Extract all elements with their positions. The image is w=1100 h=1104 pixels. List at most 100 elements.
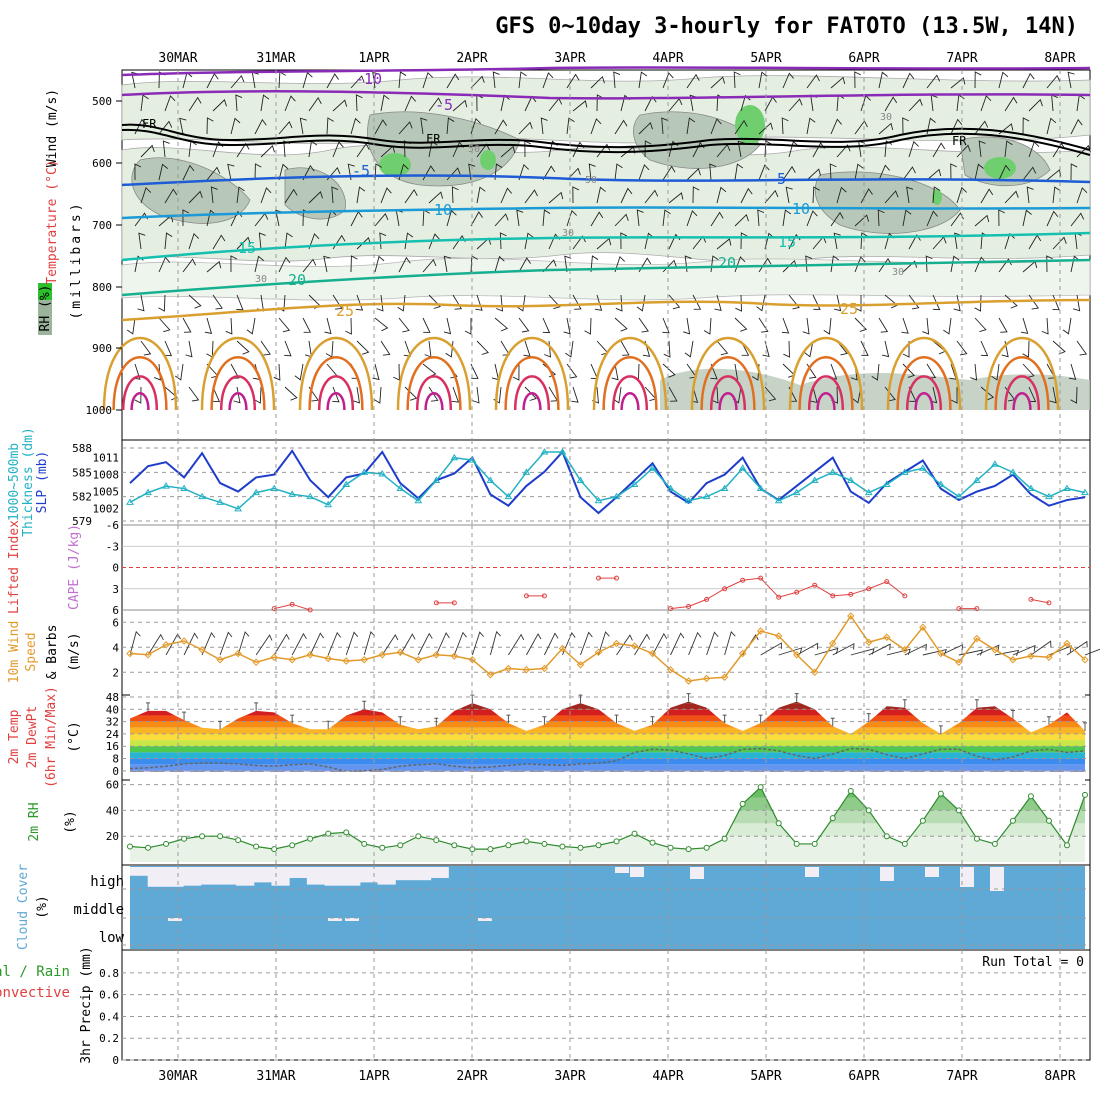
- rh2m-point: [847, 788, 854, 795]
- temp2m-band: [130, 752, 1085, 759]
- wind-barb: [164, 95, 176, 112]
- wind-barb: [374, 163, 382, 181]
- wind-barb: [1070, 163, 1078, 181]
- temp2m-band: [130, 758, 1085, 765]
- wind-barb: [620, 232, 628, 250]
- rh2m-point: [325, 830, 332, 837]
- wind10-point: [973, 634, 981, 643]
- wind10-point: [234, 649, 242, 658]
- wind-barb: [956, 340, 968, 356]
- wind-barb: [902, 117, 909, 135]
- wind-barb: [686, 117, 696, 135]
- thickness-point: [540, 448, 549, 455]
- wind-barb: [1076, 340, 1088, 356]
- wind-barb: [278, 256, 291, 273]
- wind10-point: [252, 658, 260, 666]
- rh2m-point: [523, 838, 530, 845]
- temp2m-axis-label: 2m Temp: [7, 709, 22, 764]
- wind-barb: [182, 209, 190, 227]
- wind-barb: [332, 294, 343, 310]
- wind-barb: [662, 165, 676, 181]
- rh2m-point: [217, 833, 224, 840]
- wind-barb: [188, 294, 202, 309]
- rh2m-point: [1009, 817, 1016, 824]
- rh2m-point: [811, 840, 818, 847]
- wind-barb: [970, 363, 978, 381]
- wind10-barbs-label: & Barbs: [45, 625, 60, 680]
- temperature-contour-loop: [396, 336, 472, 411]
- wind10-point: [720, 673, 729, 681]
- wind-barb: [302, 258, 317, 273]
- thickness-point: [486, 476, 495, 483]
- wind-barb: [380, 94, 390, 112]
- chart-title: GFS 0~10day 3-hourly for FATOTO (13.5W, …: [495, 14, 1078, 39]
- wind-barb: [476, 340, 489, 355]
- wind-barb: [446, 117, 455, 135]
- wind10-point: [1063, 639, 1071, 648]
- wind-barb: [428, 191, 444, 204]
- wind-barb: [278, 317, 291, 333]
- thickness-point: [198, 492, 206, 500]
- lifted-index-segment: [670, 577, 906, 610]
- contour-label-minus10: -10: [355, 70, 382, 88]
- wind-barb: [1001, 340, 1009, 358]
- lifted-index-point: [704, 596, 710, 602]
- contour-label-20: 20: [288, 271, 306, 289]
- wind-barb: [636, 294, 646, 312]
- temperature-contour-loop: [1012, 391, 1032, 411]
- wind10-barb: [327, 631, 342, 656]
- contour-label-15: 15: [778, 233, 796, 251]
- wind10-point: [324, 654, 332, 663]
- temperature-axis-label: Temperature (°C): [45, 159, 60, 284]
- thickness-point: [1063, 484, 1071, 492]
- wind-barb: [1070, 386, 1078, 404]
- rh-axis-label: RH (%): [38, 285, 53, 332]
- lifted-index-segment: [1030, 598, 1050, 604]
- wind10-axis-label: 10m Wind: [7, 621, 22, 684]
- contour-label-25: 25: [840, 300, 858, 318]
- wind10-barb: [399, 633, 416, 656]
- temperature-contour-loop: [210, 355, 266, 411]
- wind-barb: [398, 71, 407, 89]
- wind-barb: [943, 317, 952, 335]
- wind10-barb: [616, 634, 633, 656]
- wind-barb: [188, 232, 200, 250]
- thickness-point: [918, 464, 927, 471]
- precip-convective-label: Convective: [0, 985, 70, 1001]
- lifted-tick-label: 6: [112, 604, 119, 617]
- contour-label-rh30: 30: [892, 267, 904, 278]
- wind-barb: [908, 234, 921, 250]
- wind-barb: [404, 232, 414, 250]
- thickness-point: [810, 476, 819, 483]
- wind-barb: [782, 72, 794, 89]
- wind-barb: [878, 317, 889, 333]
- wind10-barb: [255, 634, 273, 656]
- wind10-point: [216, 656, 224, 664]
- rh2m-point: [253, 843, 260, 850]
- wind-barb: [284, 340, 292, 357]
- wind10-point: [306, 651, 314, 659]
- temperature-contour-loop: [513, 375, 551, 411]
- wind-barb: [164, 188, 178, 204]
- temperature-contour-loop: [1003, 375, 1041, 411]
- wind-barb: [590, 363, 599, 380]
- wind-barb: [998, 258, 1012, 273]
- wind-barb: [703, 317, 712, 335]
- wind-barb: [833, 232, 841, 250]
- wind-barb: [638, 121, 653, 135]
- wind10-point: [901, 646, 909, 654]
- temp2m-minmax-bar: [650, 716, 655, 725]
- date-label-top: 7APR: [946, 51, 977, 66]
- temperature-contour-loop: [700, 355, 756, 411]
- wind-barb: [716, 238, 732, 250]
- wind10-barb: [201, 632, 216, 656]
- rh2m-tick-label: 60: [106, 779, 119, 792]
- thickness-point: [216, 498, 224, 505]
- temp2m-tick-label: 16: [106, 740, 119, 753]
- wind-barb: [566, 73, 580, 89]
- wind-barb: [302, 71, 313, 89]
- precip-tick-label: 0.8: [99, 967, 119, 980]
- wind-barb: [1004, 294, 1018, 309]
- wind-barb: [332, 386, 340, 403]
- wind-barb: [662, 72, 674, 89]
